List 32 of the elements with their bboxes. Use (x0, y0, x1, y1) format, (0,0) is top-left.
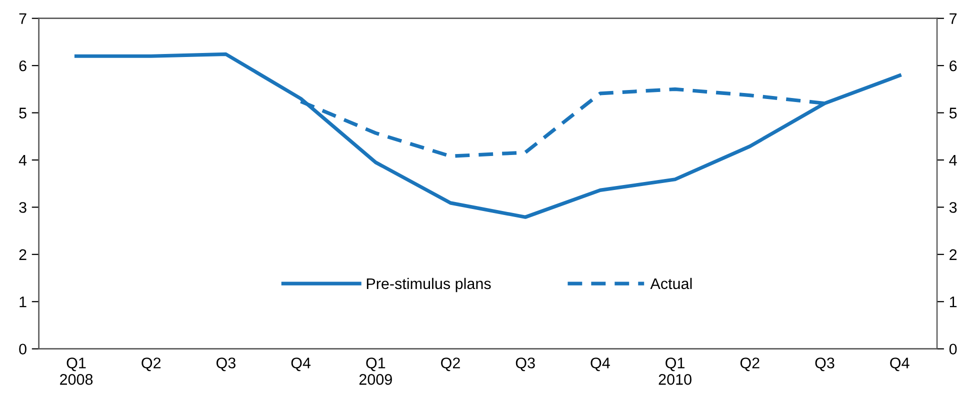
y-tick-label: 7 (19, 13, 26, 24)
y2-tick-label: 3 (949, 202, 957, 213)
legend-label: Pre-stimulus plans (366, 278, 491, 292)
x-tick-label: Q3 (216, 358, 236, 372)
y-tick-label: 0 (19, 344, 26, 355)
legend-label: Actual (650, 278, 692, 290)
x-tick-label: Q3 (516, 358, 535, 372)
y2-tick-label: 7 (950, 13, 957, 24)
y2-tick-label: 5 (949, 108, 957, 118)
y2-tick-label: 2 (950, 249, 957, 260)
x-tick-label: Q4 (590, 358, 610, 372)
y2-tick-label: 1 (950, 296, 957, 308)
line-series (74, 52, 902, 219)
x-tick-label: Q2 (142, 358, 161, 372)
x-tick-label: Q4 (890, 358, 910, 372)
y-tick-label: 3 (19, 202, 26, 213)
x-tick-label: Q4 (291, 358, 311, 372)
x-tick-label: Q1 2009 (359, 358, 392, 385)
y-tick-label: 6 (19, 60, 26, 72)
y2-tick-label: 0 (949, 344, 957, 355)
line-series (299, 87, 827, 158)
y2-tick-label: 6 (950, 60, 957, 72)
y-tick-label: 4 (18, 155, 27, 166)
x-tick-label: Q2 (740, 358, 760, 372)
y-tick-label: 1 (20, 296, 26, 308)
x-tick-label: Q2 (441, 358, 460, 372)
x-tick-label: Q1 2010 (658, 358, 692, 385)
y-tick-label: 5 (19, 108, 26, 118)
x-tick-label: Q1 2008 (60, 358, 93, 385)
x-tick-label: Q3 (815, 358, 834, 372)
y-tick-label: 2 (19, 249, 26, 260)
y2-tick-label: 4 (949, 155, 957, 166)
